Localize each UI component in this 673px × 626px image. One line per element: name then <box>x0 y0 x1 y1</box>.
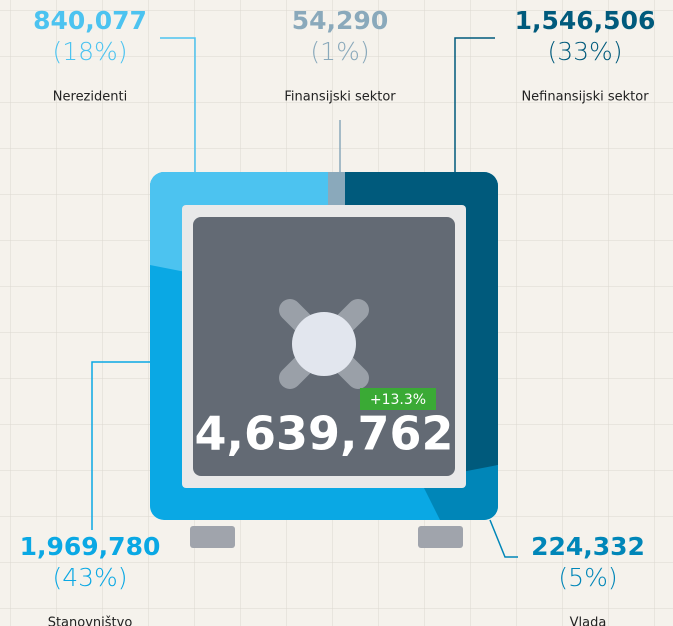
segment-value: 224,332 <box>531 532 645 561</box>
connector <box>489 519 518 558</box>
connector <box>454 37 495 172</box>
segment-value: 1,969,780 <box>20 532 161 561</box>
change: +13.3% <box>370 392 426 408</box>
segment-name: Nerezidenti <box>53 90 127 105</box>
safe-handle <box>279 299 369 389</box>
segment-value: 54,290 <box>292 6 388 35</box>
change-badge <box>360 388 436 410</box>
segment-name: Finansijski sektor <box>284 90 396 105</box>
segment-name: Nefinansijski sektor <box>521 90 649 105</box>
segment-value: 840,077 <box>33 6 147 35</box>
segment-share: (1%) <box>310 37 369 66</box>
segment-share: (18%) <box>52 37 127 66</box>
segment-share: (33%) <box>547 37 622 66</box>
segment-name: Stanovništvo <box>48 616 133 626</box>
segment-value: 1,546,506 <box>515 6 656 35</box>
safe-foot <box>418 526 463 548</box>
connector <box>160 37 196 172</box>
connector <box>91 361 150 530</box>
segment-share: (43%) <box>52 563 127 592</box>
segment-share: (5%) <box>558 563 617 592</box>
total: 4,639,762 <box>195 407 454 461</box>
segment-name: Vlada <box>570 616 607 626</box>
segment-finansijski <box>328 172 345 210</box>
safe-foot <box>190 526 235 548</box>
